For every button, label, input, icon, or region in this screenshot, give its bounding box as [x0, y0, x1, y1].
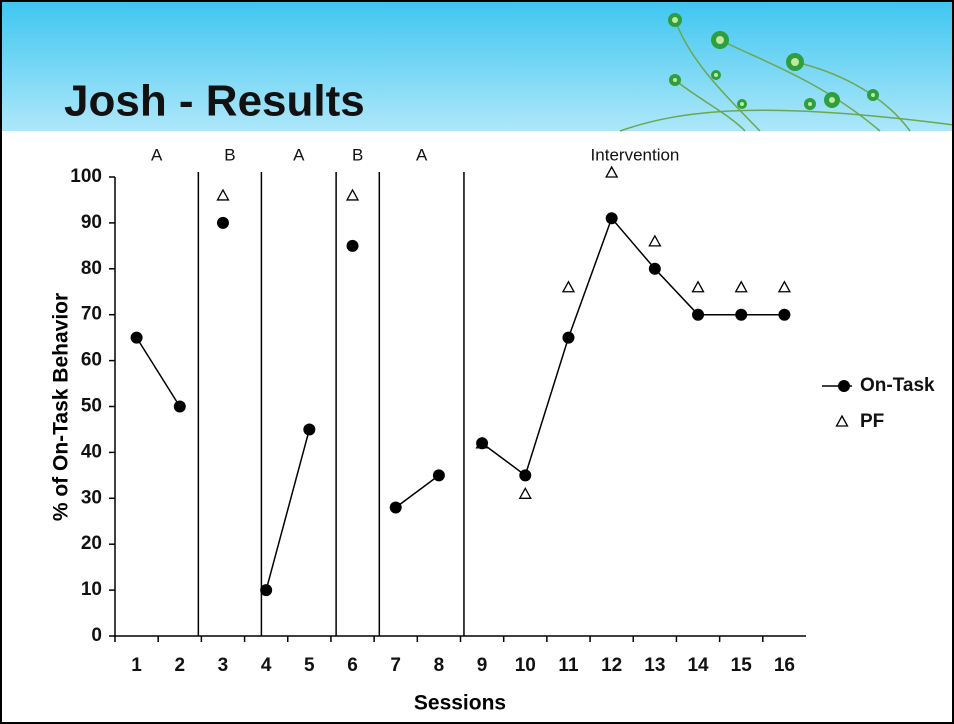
data-point [303, 423, 315, 435]
data-point [692, 309, 704, 321]
slide: Josh - Results Sessions % of On-Task Beh… [0, 0, 954, 724]
data-point [519, 469, 531, 481]
legend-marker [838, 380, 850, 392]
data-point [649, 263, 661, 275]
phase-label: A [293, 145, 305, 164]
data-point [606, 212, 618, 224]
x-axis-title: Sessions [414, 692, 506, 715]
data-point [131, 332, 143, 344]
data-point [778, 309, 790, 321]
data-point [260, 584, 272, 596]
x-tick-label: 16 [774, 655, 795, 676]
x-tick-label: 10 [515, 655, 536, 676]
y-tick-label: 0 [91, 625, 102, 646]
phase-label: B [352, 145, 363, 164]
x-tick-label: 8 [434, 655, 445, 676]
x-tick-label: 2 [174, 655, 185, 676]
data-point [347, 240, 359, 252]
data-point [390, 501, 402, 513]
x-tick-label: 11 [558, 655, 579, 676]
y-tick-label: 60 [81, 350, 102, 371]
y-tick-label: 40 [81, 441, 102, 462]
y-tick-label: 30 [81, 487, 102, 508]
data-point [735, 309, 747, 321]
y-tick-label: 80 [81, 258, 102, 279]
phase-label: A [416, 145, 428, 164]
y-tick-label: 100 [70, 166, 102, 187]
legend-label: On-Task [860, 375, 935, 396]
y-axis-title: % of On-Task Behavior [50, 293, 73, 521]
data-point [174, 401, 186, 413]
data-point [562, 332, 574, 344]
y-tick-label: 70 [81, 304, 102, 325]
x-tick-label: 15 [731, 655, 753, 676]
phase-label: B [224, 145, 235, 164]
x-tick-label: 13 [644, 655, 665, 676]
y-tick-label: 90 [81, 212, 102, 233]
phase-label: A [151, 145, 163, 164]
x-tick-label: 1 [131, 655, 142, 676]
y-tick-label: 50 [81, 396, 102, 417]
data-point [433, 469, 445, 481]
slide-title: Josh - Results [64, 77, 365, 126]
y-tick-label: 20 [81, 533, 102, 554]
x-tick-label: 6 [347, 655, 358, 676]
x-tick-label: 14 [687, 655, 709, 676]
phase-label: Intervention [591, 145, 680, 164]
x-tick-label: 4 [261, 655, 272, 676]
legend-label: PF [860, 411, 884, 432]
x-tick-label: 7 [390, 655, 401, 676]
x-tick-label: 5 [304, 655, 315, 676]
x-tick-label: 12 [601, 655, 622, 676]
x-tick-label: 3 [218, 655, 229, 676]
x-tick-label: 9 [477, 655, 488, 676]
y-tick-label: 10 [81, 579, 102, 600]
data-point [217, 217, 229, 229]
